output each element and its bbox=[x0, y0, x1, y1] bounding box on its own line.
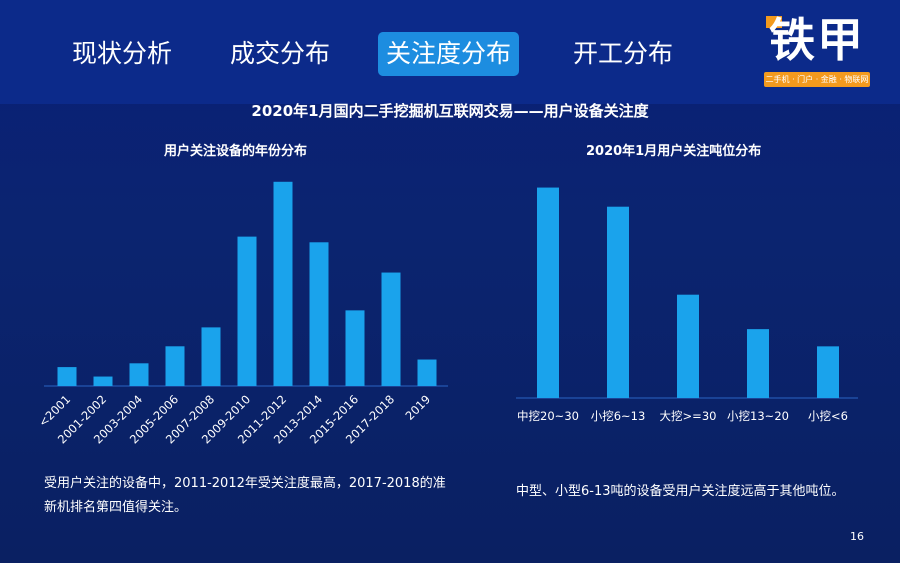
bar-5 bbox=[237, 236, 257, 386]
left-chart-title: 用户关注设备的年份分布 bbox=[164, 144, 308, 159]
page-title: 2020年1月国内二手挖掘机互联网交易——用户设备关注度 bbox=[251, 102, 649, 120]
bar-9 bbox=[381, 272, 401, 386]
right-chart-title: 2020年1月用户关注吨位分布 bbox=[586, 144, 762, 159]
tab-status-analysis[interactable]: 现状分析 bbox=[72, 39, 173, 68]
bar-2 bbox=[129, 363, 149, 386]
logo-subtitle: 二手机 · 门户 · 金融 · 物联网 bbox=[764, 72, 870, 87]
bar-10 bbox=[417, 359, 437, 386]
tab-transaction-distribution[interactable]: 成交分布 bbox=[230, 39, 331, 68]
bar-2 bbox=[677, 294, 699, 398]
bar-3 bbox=[747, 329, 769, 398]
left-chart-description: 受用户关注的设备中，2011-2012年受关注度最高，2017-2018的准新机… bbox=[44, 476, 446, 515]
bar-3 bbox=[165, 346, 185, 386]
tab-operation-distribution[interactable]: 开工分布 bbox=[573, 39, 674, 68]
logo-accent-mark bbox=[766, 16, 782, 28]
brand-logo: 铁甲 二手机 · 门户 · 金融 · 物联网 bbox=[762, 12, 872, 88]
tonnage-distribution-chart: 中挖20~30 小挖6~13 大挖>=30 小挖13~20 小挖<6 bbox=[516, 187, 858, 423]
x-tick-label: 小挖<6 bbox=[808, 409, 848, 423]
bar-0 bbox=[537, 187, 559, 398]
tab-attention-distribution[interactable]: 关注度分布 bbox=[378, 32, 520, 76]
logo-main-text: 铁甲 bbox=[769, 13, 865, 67]
x-tick-label: 中挖20~30 bbox=[517, 409, 579, 423]
bar-1 bbox=[93, 376, 113, 386]
year-distribution-chart: <20012001-20022003-20042005-20062007-200… bbox=[36, 181, 448, 446]
bar-1 bbox=[607, 206, 629, 398]
x-tick-label: 小挖6~13 bbox=[591, 409, 646, 423]
bar-6 bbox=[273, 181, 293, 386]
page-number: 16 bbox=[850, 530, 864, 543]
x-tick-label: 2019 bbox=[403, 392, 434, 423]
bar-4 bbox=[817, 346, 839, 398]
bar-7 bbox=[309, 242, 329, 386]
bar-0 bbox=[57, 367, 77, 386]
right-chart-description: 中型、小型6-13吨的设备受用户关注度远高于其他吨位。 bbox=[516, 484, 845, 499]
x-tick-label: 小挖13~20 bbox=[727, 409, 789, 423]
bar-4 bbox=[201, 327, 221, 386]
x-tick-label: 大挖>=30 bbox=[660, 409, 717, 423]
bar-8 bbox=[345, 310, 365, 386]
